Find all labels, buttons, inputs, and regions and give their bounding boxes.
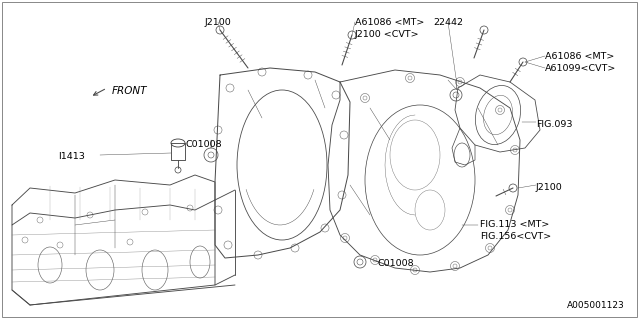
Text: J2100: J2100 (536, 183, 563, 192)
Text: 22442: 22442 (433, 18, 463, 27)
Text: A61086 <MT>: A61086 <MT> (545, 52, 614, 61)
Text: J2100: J2100 (205, 18, 232, 27)
Text: A005001123: A005001123 (567, 301, 625, 310)
Text: A61086 <MT>: A61086 <MT> (355, 18, 424, 27)
Text: A61099<CVT>: A61099<CVT> (545, 64, 616, 73)
Text: FRONT: FRONT (112, 86, 147, 96)
Text: FIG.156<CVT>: FIG.156<CVT> (480, 232, 551, 241)
Text: J2100 <CVT>: J2100 <CVT> (355, 30, 420, 39)
Text: C01008: C01008 (186, 140, 223, 149)
Text: I1413: I1413 (58, 152, 85, 161)
Text: FIG.093: FIG.093 (536, 120, 573, 129)
Text: C01008: C01008 (378, 259, 415, 268)
Text: FIG.113 <MT>: FIG.113 <MT> (480, 220, 549, 229)
